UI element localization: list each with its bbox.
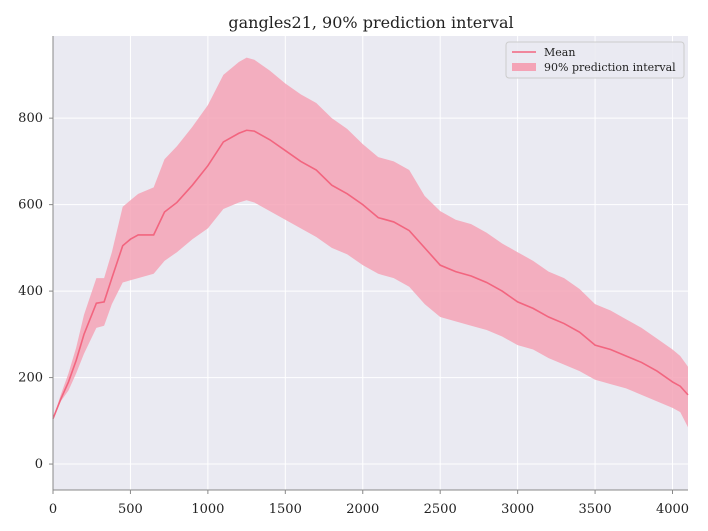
y-tick-label: 600	[18, 198, 43, 213]
legend: Mean 90% prediction interval	[505, 41, 685, 79]
x-tick-label: 0	[49, 502, 57, 517]
legend-band-label: 90% prediction interval	[544, 61, 676, 74]
x-tick-label: 3000	[501, 502, 534, 517]
x-tick-label: 2500	[424, 502, 457, 517]
y-tick-label: 0	[35, 457, 43, 472]
x-tick-label: 1500	[269, 502, 302, 517]
x-tick-label: 3500	[579, 502, 612, 517]
x-tick-label: 1000	[191, 502, 224, 517]
prediction-interval-band	[53, 57, 688, 428]
legend-mean-label: Mean	[544, 46, 575, 59]
x-tick-label: 2000	[346, 502, 379, 517]
y-tick-label: 400	[18, 284, 43, 299]
y-tick-label: 200	[18, 371, 43, 386]
y-ticks: 0 200 400 600 800	[18, 111, 53, 472]
x-tick-label: 500	[118, 502, 143, 517]
mean-line-group	[52, 129, 689, 419]
prediction-band-group	[53, 57, 688, 428]
legend-box	[505, 41, 685, 79]
chart-title: gangles21, 90% prediction interval	[228, 13, 513, 32]
legend-band-swatch	[512, 63, 536, 71]
y-tick-label: 800	[18, 111, 43, 126]
x-tick-label: 4000	[656, 502, 689, 517]
mean-line	[52, 129, 689, 419]
axes	[52, 36, 688, 491]
x-ticks: 0 500 1000 1500 2000 2500 3000 3500 4000	[49, 490, 689, 517]
